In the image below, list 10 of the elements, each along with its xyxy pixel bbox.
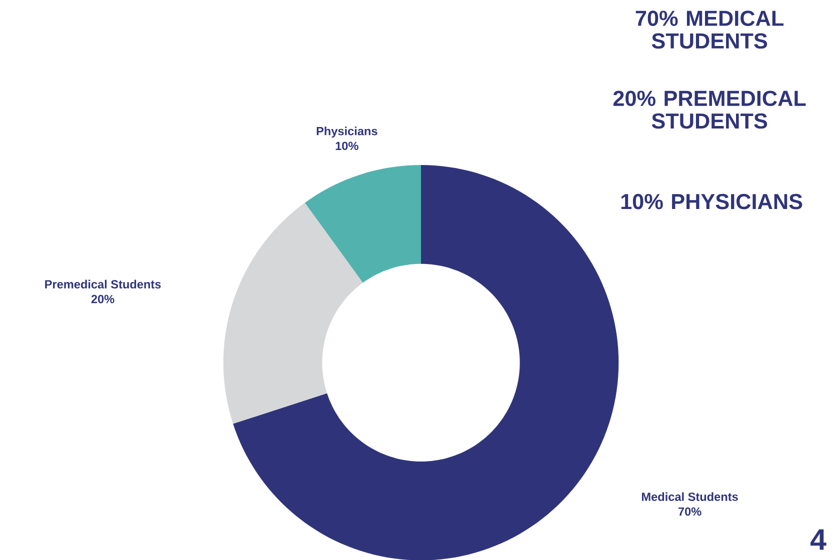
- text: 4: [810, 529, 826, 550]
- slice-label: Premedical Students: [45, 280, 161, 288]
- data-label: 70%: [678, 507, 702, 516]
- text: 10% PHYSICIANS: [621, 194, 802, 210]
- text: 20% PREMEDICAL STUDENTS: [613, 90, 806, 129]
- text: 70% MEDICAL STUDENTS: [636, 10, 784, 48]
- data-label: 20%: [91, 294, 114, 304]
- slice-label: Medical Students: [642, 492, 738, 501]
- data-label: 10%: [336, 142, 358, 150]
- slice-label: Physicians: [316, 126, 378, 138]
